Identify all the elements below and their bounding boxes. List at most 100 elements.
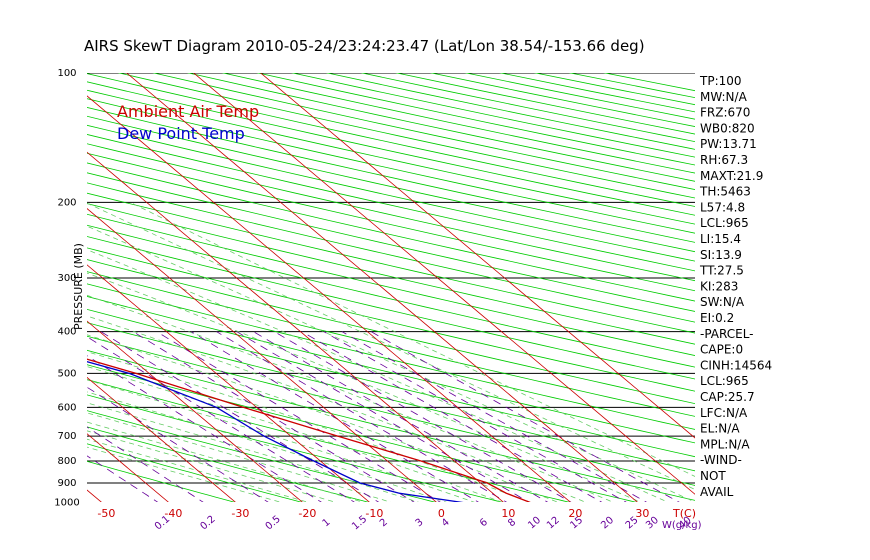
dry-adiabat [87,172,695,312]
mixing-ratio-line-6 [191,331,479,502]
stat-lfc-n-a: LFC:N/A [700,406,748,420]
mixing-ratio-line-0-2 [87,426,204,502]
isotherm--20 [87,320,303,502]
dry-adiabat [87,322,695,472]
dry-adiabat [87,271,695,417]
stat-el-n-a: EL:N/A [700,422,740,436]
pressure-tick-label: 900 [57,478,76,489]
mixing-ratio-line-10 [236,331,530,502]
stat-pw-13-71: PW:13.71 [700,137,757,151]
bottom-temperature-tick-label: -50 [97,507,115,520]
pressure-tick-label: 500 [57,368,76,379]
bottom-temperature-tick-label: -20 [298,507,316,520]
mixing-ratio-tick-label: 3 [414,517,426,530]
moist-adiabat [87,421,364,502]
isotherm--10 [87,264,370,502]
series-ambient-air-temp [87,358,531,502]
mixing-ratio-line-15 [274,331,572,502]
moist-adiabat [87,351,531,502]
dry-adiabat [87,349,695,501]
stat-avail: AVAIL [700,485,734,499]
moist-adiabat [87,225,695,502]
stat-sw-n-a: SW:N/A [700,295,745,309]
mixing-ratio-line-25 [323,331,627,502]
isotherm-20 [87,95,571,502]
moist-adiabat [87,249,669,502]
pressure-tick-label: 800 [57,456,76,467]
mixing-ratio-line-12 [253,331,549,502]
bottom-temperature-tick-label: -40 [164,507,182,520]
dry-adiabat [87,124,695,262]
dry-adiabat [87,379,570,502]
pressure-tick-label: 200 [57,197,76,208]
dry-adiabat [87,443,302,502]
stat-tt-27-5: TT:27.5 [699,264,744,278]
mixing-ratio-line-40 [371,331,680,502]
bottom-temperature-tick-label: 0 [438,507,445,520]
stat-wb0-820: WB0:820 [700,121,755,135]
pressure-tick-label: 700 [57,431,76,442]
stat-not: NOT [700,469,726,483]
stat-parcel: -PARCEL- [700,327,754,341]
stat-lcl-965: LCL:965 [700,216,749,230]
bottom-temperature-tick-label: 10 [501,507,515,520]
pressure-tick-label: 400 [57,327,76,338]
stat-th-5463: TH:5463 [699,185,751,199]
stat-li-15-4: LI:15.4 [700,232,741,246]
isotherm--40 [87,433,169,502]
stat-rh-67-3: RH:67.3 [700,153,748,167]
pressure-tick-label: 600 [57,402,76,413]
dry-adiabat [87,394,503,502]
dry-adiabat [87,224,695,368]
moist-adiabat [87,315,586,502]
mixing-ratio-tick-label: 2 [378,517,390,530]
dry-adiabat [87,134,695,272]
chart-title: AIRS SkewT Diagram 2010-05-24/23:24:23.4… [84,37,645,55]
stat-cape-0: CAPE:0 [700,343,743,357]
bottom-temperature-tick-label: 20 [568,507,582,520]
isotherm-50 [260,73,695,439]
mixing-ratio-line-30 [341,331,647,502]
isotherm--30 [87,376,236,502]
mixing-ratio-tick-label: 12 [545,515,562,532]
legend-ambient-air-temp: Ambient Air Temp [117,102,259,121]
mixing-ratio-tick-label: 8 [506,517,518,530]
isotherm--60 [0,53,46,511]
dry-adiabat [87,192,695,334]
dry-adiabat [87,335,695,486]
stat-wind: -WIND- [700,453,742,467]
moist-adiabat [87,379,475,502]
stat-lcl-965: LCL:965 [700,374,749,388]
stat-cap-25-7: CAP:25.7 [700,390,755,404]
stat-si-13-9: SI:13.9 [700,248,742,262]
dry-adiabat [87,460,235,502]
dry-adiabat [87,182,695,323]
legend-dew-point-temp: Dew Point Temp [117,124,245,143]
stat-maxt-21-9: MAXT:21.9 [700,169,763,183]
mixing-ratio-label: W(g/kg) [662,520,702,531]
dry-adiabat [87,259,695,405]
series-dew-point-temp [87,360,464,502]
dry-adiabat [87,283,695,430]
isotherm-40 [193,73,695,495]
dry-adiabat [87,308,695,458]
dry-adiabat [87,296,695,444]
moist-adiabat [87,402,419,502]
moist-adiabat [87,272,641,502]
moist-adiabat [87,391,447,502]
moist-adiabat [87,294,614,502]
mixing-ratio-tick-label: 0.5 [264,514,283,533]
pressure-tick-label: 1000 [54,498,79,509]
moist-adiabat [87,430,336,502]
mixing-ratio-line-8 [216,331,508,502]
moist-adiabat [87,438,309,502]
mixing-ratio-line-1-5 [87,336,355,502]
mixing-ratio-tick-label: 10 [526,515,543,532]
mixing-ratio-line-0-5 [87,386,269,502]
mixing-ratio-line-2 [100,331,380,502]
dry-adiabat [87,143,695,282]
moist-adiabat [87,366,503,502]
dry-adiabat [87,364,637,502]
dry-adiabat [429,73,695,127]
